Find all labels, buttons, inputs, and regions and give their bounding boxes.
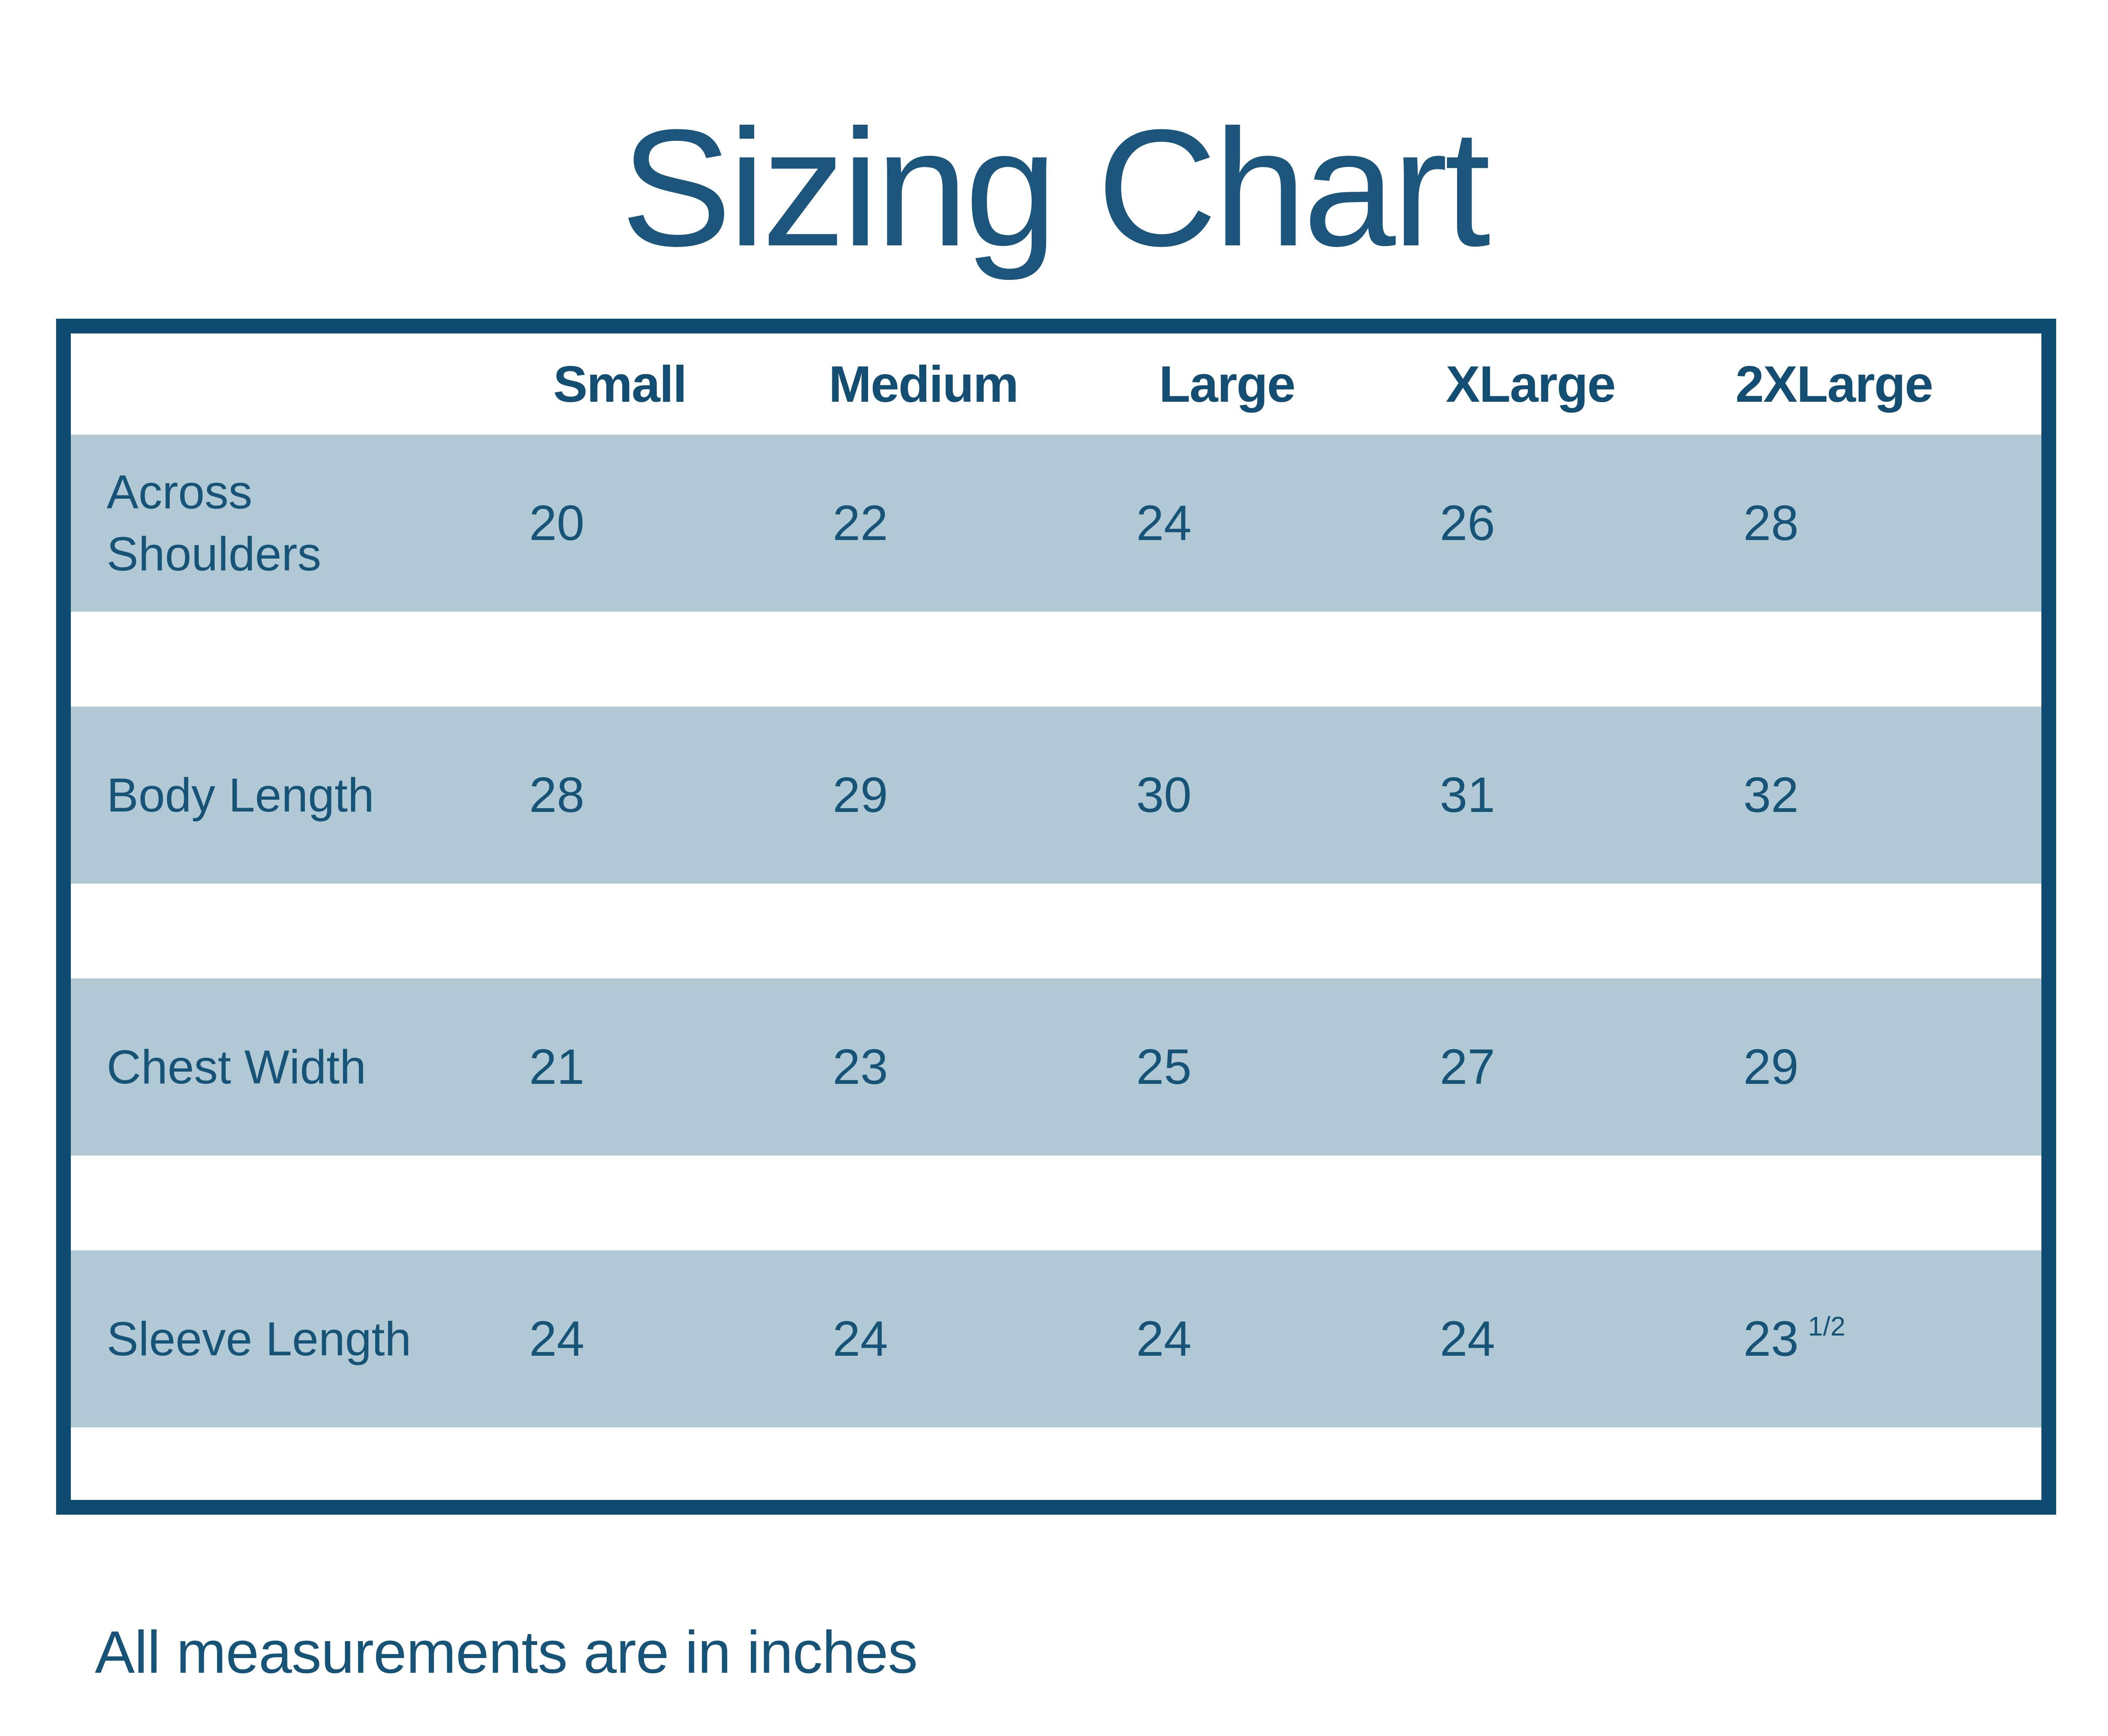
measurements-note: All measurements are in inches xyxy=(95,1619,918,1686)
table-cell: 24 xyxy=(529,1311,585,1367)
table-cell: 24 xyxy=(1440,1311,1495,1367)
table-cell: 32 xyxy=(1743,767,1799,823)
table-cell: 28 xyxy=(1743,495,1799,551)
table-cell: 21 xyxy=(529,1039,585,1095)
value-whole: 23 xyxy=(1743,1311,1799,1367)
column-header-xlarge: XLarge xyxy=(1446,355,1616,413)
row-label: Chest Width xyxy=(107,1040,366,1094)
row-spacer xyxy=(71,612,2041,707)
table-row-chest-width: Chest Width 21 23 25 27 29 xyxy=(71,978,2041,1156)
table-cell: 23 xyxy=(833,1039,888,1095)
row-label: Across Shoulders xyxy=(107,465,321,580)
page-title: Sizing Chart xyxy=(621,94,1490,281)
table-cell: 24 xyxy=(1136,495,1192,551)
column-header-small: Small xyxy=(553,355,687,413)
table-row-sleeve-length: Sleeve Length 24 24 24 24 23 1/2 xyxy=(71,1250,2041,1427)
column-header-2xlarge: 2XLarge xyxy=(1735,355,1933,413)
table-cell: 28 xyxy=(529,767,585,823)
sizing-table: Small Medium Large XLarge 2XLarge Across… xyxy=(56,319,2056,1515)
table-cell: 24 xyxy=(1136,1311,1192,1367)
row-spacer xyxy=(71,884,2041,978)
table-cell: 29 xyxy=(833,767,888,823)
table-cell: 24 xyxy=(833,1311,888,1367)
table-row-body-length: Body Length 28 29 30 31 32 xyxy=(71,707,2041,884)
fraction-superscript: 1/2 xyxy=(1808,1311,1846,1341)
row-label: Body Length xyxy=(107,768,374,822)
column-header-large: Large xyxy=(1159,355,1296,413)
table-cell: 25 xyxy=(1136,1039,1192,1095)
table-cell: 30 xyxy=(1136,767,1192,823)
table-cell: 26 xyxy=(1440,495,1495,551)
table-cell: 29 xyxy=(1743,1039,1799,1095)
table-cell: 22 xyxy=(833,495,888,551)
table-cell: 20 xyxy=(529,495,585,551)
column-header-medium: Medium xyxy=(828,355,1019,413)
table-cell: 23 1/2 xyxy=(1682,1310,2041,1368)
table-cell: 27 xyxy=(1440,1039,1495,1095)
row-spacer xyxy=(71,1156,2041,1250)
table-header-row: Small Medium Large XLarge 2XLarge xyxy=(71,333,2041,435)
table-row-across-shoulders: Across Shoulders 20 22 24 26 28 xyxy=(71,435,2041,612)
table-cell: 31 xyxy=(1440,767,1495,823)
row-label: Sleeve Length xyxy=(107,1312,411,1365)
